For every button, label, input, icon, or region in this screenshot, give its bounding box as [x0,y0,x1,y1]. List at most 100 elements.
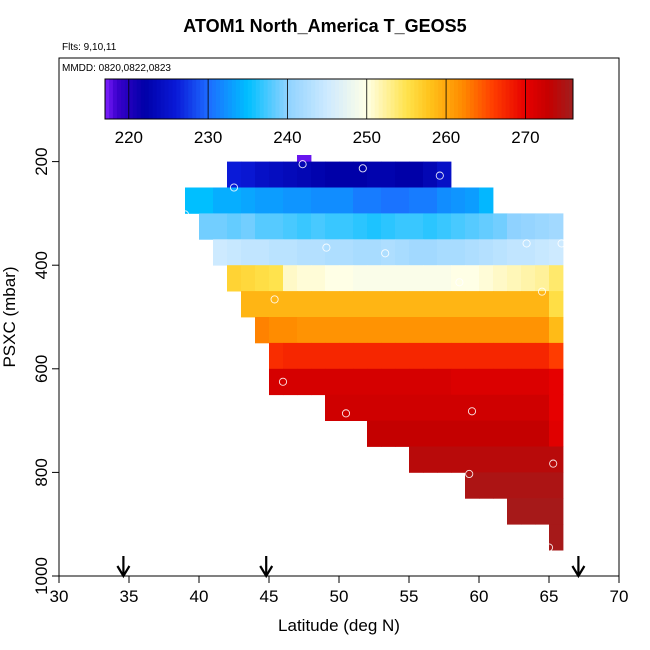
heatmap-cell [423,265,438,292]
heatmap-cell [493,265,508,292]
colorbar-swatch [128,79,134,119]
heatmap-cell [339,291,354,318]
heatmap-cell [535,291,550,318]
colorbar-swatch [454,79,459,119]
heatmap-cell [325,342,340,370]
heatmap-cell [507,239,522,266]
heatmap-cell [535,498,550,525]
heatmap-cell [395,317,410,344]
colorbar-tick-label: 230 [194,128,222,147]
heatmap-cell [339,342,354,370]
heatmap-cell [451,213,466,240]
observation-point [455,278,464,287]
heatmap-cell [395,161,410,188]
colorbar-swatch [327,79,332,119]
heatmap-cell [409,394,424,421]
heatmap-cell [507,420,522,447]
colorbar-swatch [279,79,284,119]
heatmap-cell [451,317,466,344]
colorbar-swatch [112,79,118,119]
heatmap-cell [311,239,326,266]
colorbar-swatch [323,79,328,119]
heatmap-cell [311,213,326,240]
colorbar-swatch [263,79,269,119]
colorbar-tick-label: 270 [511,128,539,147]
heatmap-cell [493,420,508,447]
colorbar-swatch [525,79,530,119]
heatmap-cell [353,161,368,188]
x-tick-label: 45 [260,587,279,606]
heatmap-cell [437,291,452,318]
heatmap-cell [507,394,522,421]
heatmap-cell [255,265,270,292]
observation-point [522,239,531,248]
colorbar-swatch [239,79,245,119]
heatmap-cell [521,213,536,240]
heatmap-cell [535,446,550,473]
colorbar-swatch [493,79,499,119]
heatmap-cell [325,213,340,240]
heatmap-cell [199,187,214,214]
heatmap-cell [297,342,312,370]
colorbar-swatch [267,79,273,119]
colorbar-swatch [223,79,229,119]
colorbar-swatch [192,79,197,119]
heatmap-cell [521,317,536,344]
heatmap-cell [451,420,466,447]
heatmap-cell [437,265,452,292]
heatmap-cell [465,213,480,240]
heatmap-cell [493,368,508,396]
colorbar-swatch [346,79,352,119]
colorbar-swatch [275,79,281,119]
y-tick-label: 800 [32,458,51,486]
colorbar-swatch [469,79,475,119]
heatmap-cell [507,265,522,292]
observation-point [298,160,307,169]
heatmap-cell [423,213,438,240]
heatmap-cell [227,239,242,266]
heatmap-cell [297,291,312,318]
heatmap-cell [535,213,550,240]
heatmap-cell [269,368,284,396]
heatmap-cell [465,239,480,266]
heatmap-cell [395,187,410,214]
heatmap-cell [353,265,368,292]
heatmap-cell [521,394,536,421]
heatmap-cell [297,187,312,214]
heatmap-cell [283,291,298,318]
heatmap-cell [367,394,382,421]
x-tick-label: 35 [120,587,139,606]
heatmap-cell [423,317,438,344]
y-tick-label: 200 [32,147,51,175]
colorbar-swatch [414,79,419,119]
heatmap-cell [311,187,326,214]
colorbar-swatch [434,79,439,119]
heatmap-cell [367,420,382,447]
heatmap-cell [227,265,242,292]
colorbar-swatch [132,79,138,119]
flights-label: Flts: 9,10,11 [62,42,117,53]
heatmap-cell [423,291,438,318]
colorbar-swatch [331,79,336,119]
heatmap-cell [367,239,382,266]
heatmap-cell [367,291,382,318]
heatmap-cell [255,213,270,240]
heatmap-cell [381,239,396,266]
colorbar-swatch [164,79,169,119]
heatmap-cell [297,239,312,266]
heatmap-cell [339,317,354,344]
heatmap-cell [479,368,494,396]
heatmap-cell [311,368,326,396]
heatmap-cell [535,472,550,499]
heatmap-cell [367,265,382,292]
heatmap-cell [521,472,536,499]
heatmap-cell [325,187,340,214]
heatmap-cell [507,342,522,370]
heatmap-cell [549,368,564,396]
heatmap-cell [367,368,382,396]
heatmap-cell [535,239,550,266]
heatmap-cell [479,291,494,318]
colorbar-swatch [231,79,237,119]
heatmap-cell [297,265,312,292]
